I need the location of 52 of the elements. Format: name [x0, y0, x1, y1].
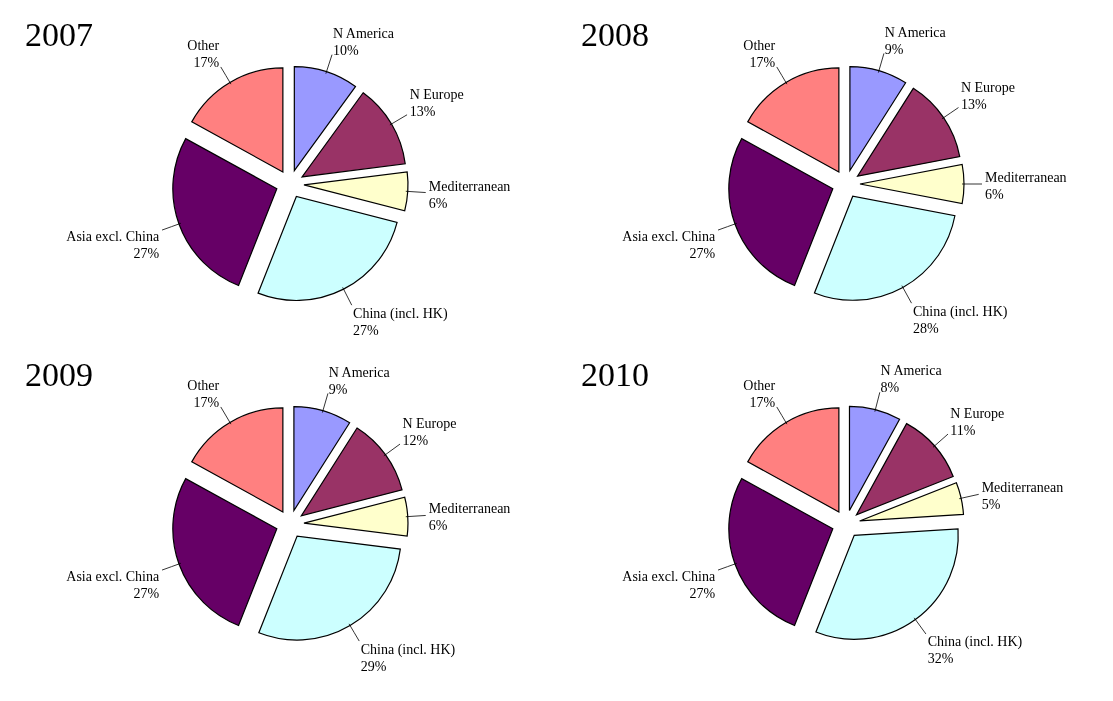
slice-label: Other	[743, 38, 776, 54]
slice-label: China (incl. HK)	[360, 641, 456, 658]
slice-label: China (incl. HK)	[353, 305, 448, 322]
data-label: 13%	[409, 104, 436, 120]
data-label: 32%	[927, 651, 954, 667]
data-label: 29%	[360, 658, 387, 674]
data-label: 8%	[880, 380, 900, 396]
data-label: 10%	[332, 42, 359, 58]
data-label: 13%	[960, 96, 987, 112]
chart-title: 2007	[25, 16, 93, 53]
slice-label: N Europe	[950, 406, 1005, 422]
data-label: 17%	[193, 395, 220, 411]
data-label: 11%	[950, 423, 976, 439]
slice-label: N America	[328, 364, 391, 380]
slice-label: N America	[884, 24, 947, 40]
slice-label: Mediterranean	[981, 479, 1064, 495]
data-label: 17%	[749, 55, 776, 71]
chart-title: 2010	[581, 356, 649, 393]
slice-label: N Europe	[409, 87, 464, 103]
data-label: 12%	[402, 433, 429, 449]
slice-label: Mediterranean	[985, 170, 1067, 185]
data-label: 27%	[133, 246, 160, 262]
data-label: 6%	[985, 187, 1004, 202]
slice-label: China (incl. HK)	[927, 634, 1023, 651]
slice-label: Asia excl. China	[622, 569, 716, 585]
slice-label: Mediterranean	[428, 178, 511, 194]
data-label: 27%	[689, 246, 716, 262]
data-label: 6%	[428, 518, 448, 534]
data-label: 9%	[884, 41, 904, 57]
slice-label: Asia excl. China	[66, 569, 160, 585]
slice-label: N Europe	[402, 416, 457, 432]
slice-label: China (incl. HK)	[912, 303, 1008, 320]
chart-title: 2008	[581, 16, 649, 53]
data-label: 27%	[353, 322, 380, 338]
slice-label: Other	[743, 378, 776, 394]
slice-label: Asia excl. China	[622, 229, 716, 245]
slice-label: Other	[187, 378, 220, 394]
data-label: 5%	[981, 496, 1001, 512]
slice-label: Other	[187, 38, 220, 54]
chart-title: 2009	[25, 356, 93, 393]
slice-label: N America	[880, 363, 943, 379]
data-label: 17%	[193, 55, 220, 71]
slice-label: Asia excl. China	[66, 229, 160, 245]
data-label: 17%	[749, 395, 776, 411]
slice-label: N America	[332, 25, 395, 41]
data-label: 9%	[328, 381, 348, 397]
data-label: 27%	[133, 586, 160, 602]
data-label: 6%	[428, 195, 448, 211]
data-label: 28%	[912, 320, 939, 336]
data-label: 27%	[689, 586, 716, 602]
slice-label: N Europe	[960, 79, 1016, 95]
slice-label: Mediterranean	[428, 501, 511, 517]
